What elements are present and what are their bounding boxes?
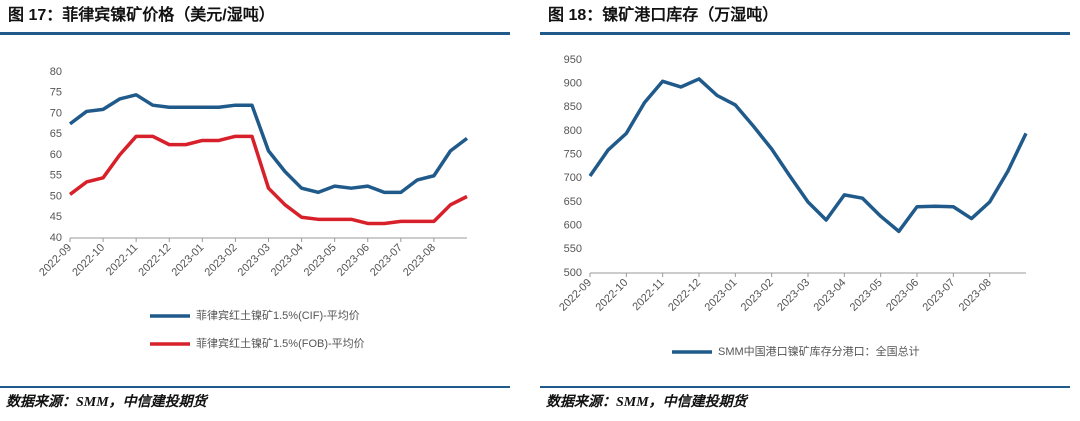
x-tick-label: 2023-01: [169, 242, 206, 279]
x-tick-label: 2023-01: [702, 277, 739, 314]
y-tick-label: 40: [50, 232, 62, 244]
source-rule: [0, 386, 510, 388]
y-tick-label: 600: [564, 220, 582, 232]
x-tick-label: 2023-05: [302, 242, 339, 279]
chart-title: 图 17：菲律宾镍矿价格（美元/湿吨）: [8, 5, 275, 24]
y-tick-label: 550: [564, 243, 582, 255]
y-tick-label: 65: [50, 128, 62, 140]
title-rule: [540, 32, 1070, 35]
title-rule: [0, 32, 510, 35]
source-rule: [540, 386, 1070, 388]
y-tick-label: 900: [564, 78, 582, 90]
y-tick-label: 60: [50, 149, 62, 161]
x-tick-label: 2023-06: [335, 242, 372, 279]
legend-label: 菲律宾红土镍矿1.5%(CIF)-平均价: [196, 308, 360, 322]
x-tick-label: 2022-10: [593, 277, 630, 314]
source: 数据来源：SMM，中信建投期货: [546, 393, 749, 410]
x-tick-label: 2022-10: [70, 242, 107, 279]
x-tick-label: 2023-04: [269, 242, 306, 279]
x-tick-label: 2022-12: [666, 277, 703, 314]
series-line: [68, 93, 469, 195]
x-tick-label: 2023-07: [920, 277, 957, 314]
y-tick-label: 75: [50, 87, 62, 99]
y-tick-label: 70: [50, 107, 62, 119]
y-tick-label: 650: [564, 196, 582, 208]
series-line: [68, 134, 468, 226]
chart-title: 图 18：镍矿港口库存（万湿吨）: [548, 5, 778, 24]
x-tick-label: 2022-09: [37, 242, 74, 279]
source: 数据来源：SMM，中信建投期货: [6, 393, 209, 410]
x-tick-label: 2023-04: [811, 277, 848, 314]
legend-label: 菲律宾红土镍矿1.5%(FOB)-平均价: [196, 336, 365, 350]
x-tick-label: 2023-08: [957, 277, 994, 314]
series-line: [588, 77, 1028, 234]
y-tick-label: 55: [50, 170, 62, 182]
x-tick-label: 2023-02: [203, 242, 240, 279]
y-tick-label: 800: [564, 125, 582, 137]
x-tick-label: 2023-03: [775, 277, 812, 314]
x-tick-label: 2022-11: [630, 277, 666, 313]
x-tick-label: 2023-06: [884, 277, 921, 314]
y-tick-label: 80: [50, 66, 62, 78]
x-tick-label: 2022-11: [104, 242, 140, 278]
x-tick-label: 2022-12: [136, 242, 173, 279]
x-tick-label: 2023-08: [401, 242, 438, 279]
y-tick-label: 700: [564, 172, 582, 184]
x-tick-label: 2023-05: [848, 277, 885, 314]
x-tick-label: 2023-03: [236, 242, 273, 279]
y-tick-label: 750: [564, 149, 582, 161]
y-tick-label: 950: [564, 54, 582, 66]
x-tick-label: 2023-02: [739, 277, 776, 314]
y-tick-label: 500: [564, 267, 582, 279]
x-tick-label: 2023-07: [368, 242, 405, 279]
y-tick-label: 45: [50, 211, 62, 223]
y-tick-label: 850: [564, 101, 582, 113]
x-tick-label: 2022-09: [557, 277, 594, 314]
y-tick-label: 50: [50, 190, 62, 202]
legend-label: SMM中国港口镍矿库存分港口：全国总计: [718, 344, 920, 358]
